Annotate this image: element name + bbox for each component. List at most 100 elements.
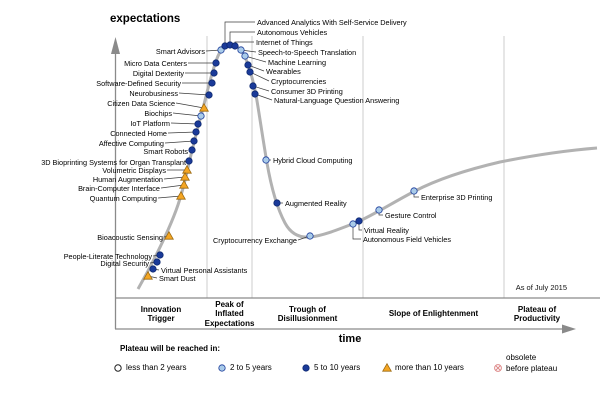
label-smart-advisors: Smart Advisors — [155, 46, 205, 56]
marker-citizen-data-science — [199, 102, 209, 112]
marker-affective-computing — [190, 137, 198, 145]
marker-virtual-reality — [355, 217, 363, 225]
label-virtual-personal-assistants: Virtual Personal Assistants — [161, 265, 248, 275]
leader-autonomous-field-vehicles — [352, 224, 361, 240]
label-virtual-reality: Virtual Reality — [364, 225, 409, 235]
legend-marker-obsolete-before-plateau-x2 — [495, 365, 501, 371]
legend-title: Plateau will be reached in: — [120, 344, 221, 353]
label-autonomous-vehicles: Autonomous Vehicles — [257, 27, 328, 37]
label-cryptocurrency-exchange: Cryptocurrency Exchange — [213, 235, 297, 245]
marker-natural-language-question-answering — [251, 90, 259, 98]
phase-line: Disillusionment — [277, 314, 338, 323]
legend-label-obsolete-before-plateau: obsolete — [506, 353, 537, 362]
marker-brain-computer-interface — [179, 179, 189, 189]
leader-iot-platform — [170, 122, 199, 125]
marker-people-literate-technology — [156, 251, 164, 259]
label-affective-computing: Affective Computing — [98, 138, 164, 148]
phase-line: Trigger — [147, 314, 175, 323]
label-wearables: Wearables — [266, 66, 301, 76]
phase-line: Innovation — [140, 304, 182, 314]
label-micro-data-centers: Micro Data Centers — [124, 58, 187, 68]
phase-peak-of-inflated-expectations: Peak of Inflated Expectations — [204, 299, 255, 329]
phase-innovation-trigger: Innovation Trigger — [115, 299, 207, 329]
marker-hybrid-cloud-computing — [262, 156, 270, 164]
phase-line: Expectations — [204, 318, 255, 328]
legend-marker-less-than-2-years — [114, 364, 122, 372]
leader-machine-learning — [244, 55, 267, 63]
label-machine-learning: Machine Learning — [268, 57, 327, 67]
label-iot-platform: IoT Platform — [130, 118, 170, 128]
label-hybrid-cloud-computing: Hybrid Cloud Computing — [273, 155, 353, 165]
label-citizen-data-science: Citizen Data Science — [107, 98, 175, 108]
phase-trough-of-disillusionment: Trough of Disillusionment — [252, 299, 363, 329]
label-smart-robots: Smart Robots — [143, 146, 188, 156]
marker-virtual-personal-assistants — [149, 265, 157, 273]
label-brain-computer-interface: Brain-Computer Interface — [78, 183, 160, 193]
legend-label-more-than-10-years: more than 10 years — [395, 363, 464, 372]
label-autonomous-field-vehicles: Autonomous Field Vehicles — [363, 234, 452, 244]
label-3d-bioprinting-systems-for-organ-transplant: 3D Bioprinting Systems for Organ Transpl… — [41, 157, 186, 167]
leader-human-augmentation — [163, 176, 186, 180]
label-enterprise-3d-printing: Enterprise 3D Printing — [421, 192, 493, 202]
marker-software-defined-security — [208, 79, 216, 87]
x-axis-arrow — [562, 324, 576, 334]
marker-wearables — [244, 61, 252, 69]
legend-label-less-than-2-years: less than 2 years — [126, 363, 187, 372]
leader-biochips — [172, 112, 202, 117]
marker-micro-data-centers — [212, 59, 220, 67]
leader-connected-home — [167, 131, 197, 134]
phase-line: Slope of Enlightenment — [388, 309, 479, 319]
marker-enterprise-3d-printing — [410, 187, 418, 195]
marker-digital-dexterity — [210, 69, 218, 77]
marker-3d-bioprinting-systems-for-organ-transplant — [185, 157, 193, 165]
leader-citizen-data-science — [175, 102, 205, 109]
y-axis-arrow — [111, 37, 120, 54]
marker-bioacoustic-sensing — [164, 230, 174, 240]
label-advanced-analytics-with-self-service-delivery: Advanced Analytics With Self-Service Del… — [257, 17, 407, 27]
phase-line: Plateau of — [517, 304, 557, 314]
phase-line: Inflated — [215, 309, 244, 319]
marker-speech-to-speech-translation — [237, 46, 245, 54]
marker-connected-home — [192, 128, 200, 136]
leader-affective-computing — [164, 140, 195, 144]
marker-machine-learning — [241, 52, 249, 60]
label-connected-home: Connected Home — [110, 128, 167, 138]
marker-cryptocurrencies — [246, 68, 254, 76]
marker-biochips — [197, 112, 205, 120]
label-consumer-3d-printing: Consumer 3D Printing — [271, 86, 343, 96]
legend-label-5-to-10-years: 5 to 10 years — [314, 363, 361, 372]
label-quantum-computing: Quantum Computing — [89, 193, 157, 203]
marker-smart-robots — [188, 146, 196, 154]
label-natural-language-question-answering: Natural-Language Question Answering — [274, 95, 400, 105]
label-internet-of-things: Internet of Things — [256, 37, 313, 47]
marker-human-augmentation — [180, 171, 190, 181]
leader-quantum-computing — [157, 195, 182, 199]
leader-advanced-analytics-with-self-service-delivery — [224, 21, 255, 46]
marker-consumer-3d-printing — [249, 82, 257, 90]
marker-gesture-control — [375, 206, 383, 214]
label-gesture-control: Gesture Control — [385, 210, 437, 220]
label-speech-to-speech-translation: Speech-to-Speech Translation — [258, 47, 357, 57]
legend-marker-5-to-10-years — [302, 364, 310, 372]
marker-augmented-reality — [273, 199, 281, 207]
legend-marker-2-to-5-years — [218, 364, 226, 372]
label-volumetric-displays: Volumetric Displays — [102, 165, 166, 175]
marker-volumetric-displays — [182, 164, 192, 174]
label-augmented-reality: Augmented Reality — [285, 198, 347, 208]
label-digital-security: Digital Security — [100, 258, 149, 268]
legend-label-2-to-5-years: 2 to 5 years — [230, 363, 272, 372]
marker-digital-security — [153, 258, 161, 266]
marker-autonomous-field-vehicles — [349, 220, 357, 228]
label-software-defined-security: Software-Defined Security — [96, 78, 181, 88]
phase-slope-of-enlightenment: Slope of Enlightenment — [363, 299, 504, 329]
marker-smart-dust — [143, 270, 153, 280]
label-bioacoustic-sensing: Bioacoustic Sensing — [97, 232, 163, 242]
y-axis-title: expectations — [110, 13, 181, 25]
label-cryptocurrencies: Cryptocurrencies — [271, 76, 327, 86]
marker-cryptocurrency-exchange — [306, 232, 314, 240]
legend-label-obsolete-before-plateau: before plateau — [506, 364, 558, 373]
label-digital-dexterity: Digital Dexterity — [132, 68, 184, 78]
phase-line: Trough of — [289, 304, 326, 314]
